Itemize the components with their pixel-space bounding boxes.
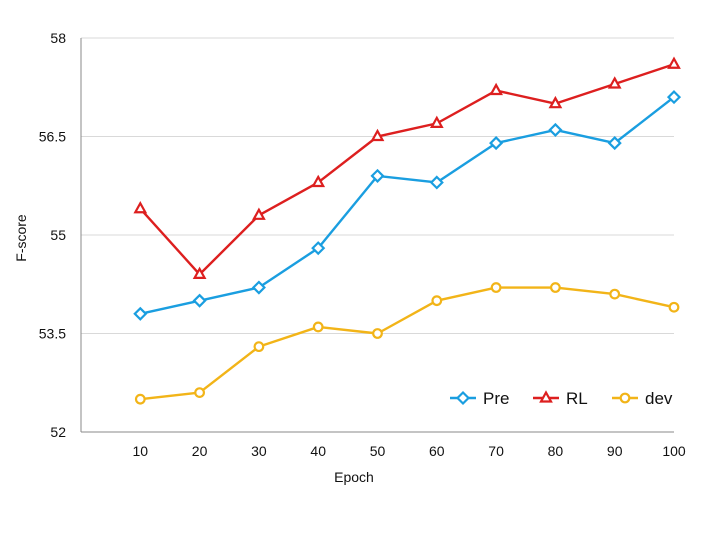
- grid-lines: [81, 37, 674, 334]
- data-point-pre: [548, 122, 563, 137]
- x-tick-label: 80: [548, 443, 564, 459]
- data-point-dev: [253, 341, 265, 353]
- y-tick-label: 56.5: [39, 129, 66, 145]
- data-point-rl: [429, 115, 444, 128]
- legend: Pre RL dev: [450, 389, 673, 408]
- data-point-dev: [550, 282, 561, 293]
- data-point-pre: [311, 241, 326, 256]
- series-line-dev: [140, 286, 675, 401]
- series-group: [133, 56, 682, 405]
- series-line-rl: [139, 63, 675, 276]
- data-point-pre: [489, 136, 504, 151]
- x-tick-label: 20: [192, 443, 208, 459]
- data-point-rl: [370, 128, 385, 142]
- series-rl: [133, 56, 681, 279]
- data-point-pre: [133, 306, 148, 321]
- x-tick-label: 30: [251, 443, 267, 459]
- data-point-dev: [490, 282, 502, 293]
- data-point-pre: [192, 293, 207, 308]
- series-dev: [134, 282, 680, 405]
- data-point-dev: [668, 301, 680, 313]
- data-point-dev: [372, 328, 383, 339]
- y-axis-label: F-score: [13, 214, 29, 262]
- data-point-pre: [429, 175, 444, 190]
- series-pre: [133, 90, 682, 321]
- data-point-rl: [252, 207, 266, 220]
- data-point-pre: [251, 280, 266, 295]
- data-point-pre: [607, 136, 622, 151]
- y-tick-label: 53.5: [39, 326, 66, 342]
- x-tick-label: 60: [429, 443, 445, 459]
- data-point-rl: [489, 82, 503, 96]
- data-point-rl: [311, 174, 326, 188]
- data-point-rl: [607, 76, 622, 89]
- x-axis-label: Epoch: [334, 469, 374, 485]
- legend-label-rl: RL: [566, 389, 588, 408]
- legend-marker-dev: [619, 392, 631, 404]
- legend-item-dev: dev: [612, 389, 673, 408]
- legend-label-dev: dev: [645, 389, 673, 408]
- x-tick-labels: 10 20 30 40 50 60 70 80 90 100: [133, 443, 686, 459]
- data-point-dev: [194, 387, 206, 399]
- data-point-dev: [134, 393, 146, 405]
- x-tick-label: 40: [310, 443, 326, 459]
- legend-marker-rl: [539, 390, 553, 403]
- x-tick-label: 90: [607, 443, 623, 459]
- y-tick-label: 52: [50, 424, 66, 440]
- series-line-pre: [140, 96, 675, 315]
- x-tick-label: 100: [662, 443, 686, 459]
- y-tick-label: 58: [50, 30, 66, 46]
- data-point-dev: [431, 295, 443, 307]
- data-point-pre: [666, 90, 682, 105]
- data-point-dev: [312, 321, 324, 333]
- x-tick-label: 70: [488, 443, 504, 459]
- data-point-rl: [133, 200, 148, 214]
- data-point-dev: [609, 288, 621, 300]
- legend-item-pre: Pre: [450, 389, 509, 408]
- legend-label-pre: Pre: [483, 389, 509, 408]
- data-point-pre: [370, 168, 385, 183]
- x-tick-label: 50: [370, 443, 386, 459]
- y-tick-labels: 52 53.5 55 56.5 58: [39, 30, 66, 440]
- legend-marker-pre: [455, 390, 471, 406]
- legend-item-rl: RL: [533, 389, 588, 408]
- data-point-rl: [667, 56, 681, 69]
- x-tick-label: 10: [133, 443, 149, 459]
- y-tick-label: 55: [50, 227, 66, 243]
- data-point-rl: [548, 95, 563, 109]
- data-point-rl: [192, 266, 207, 279]
